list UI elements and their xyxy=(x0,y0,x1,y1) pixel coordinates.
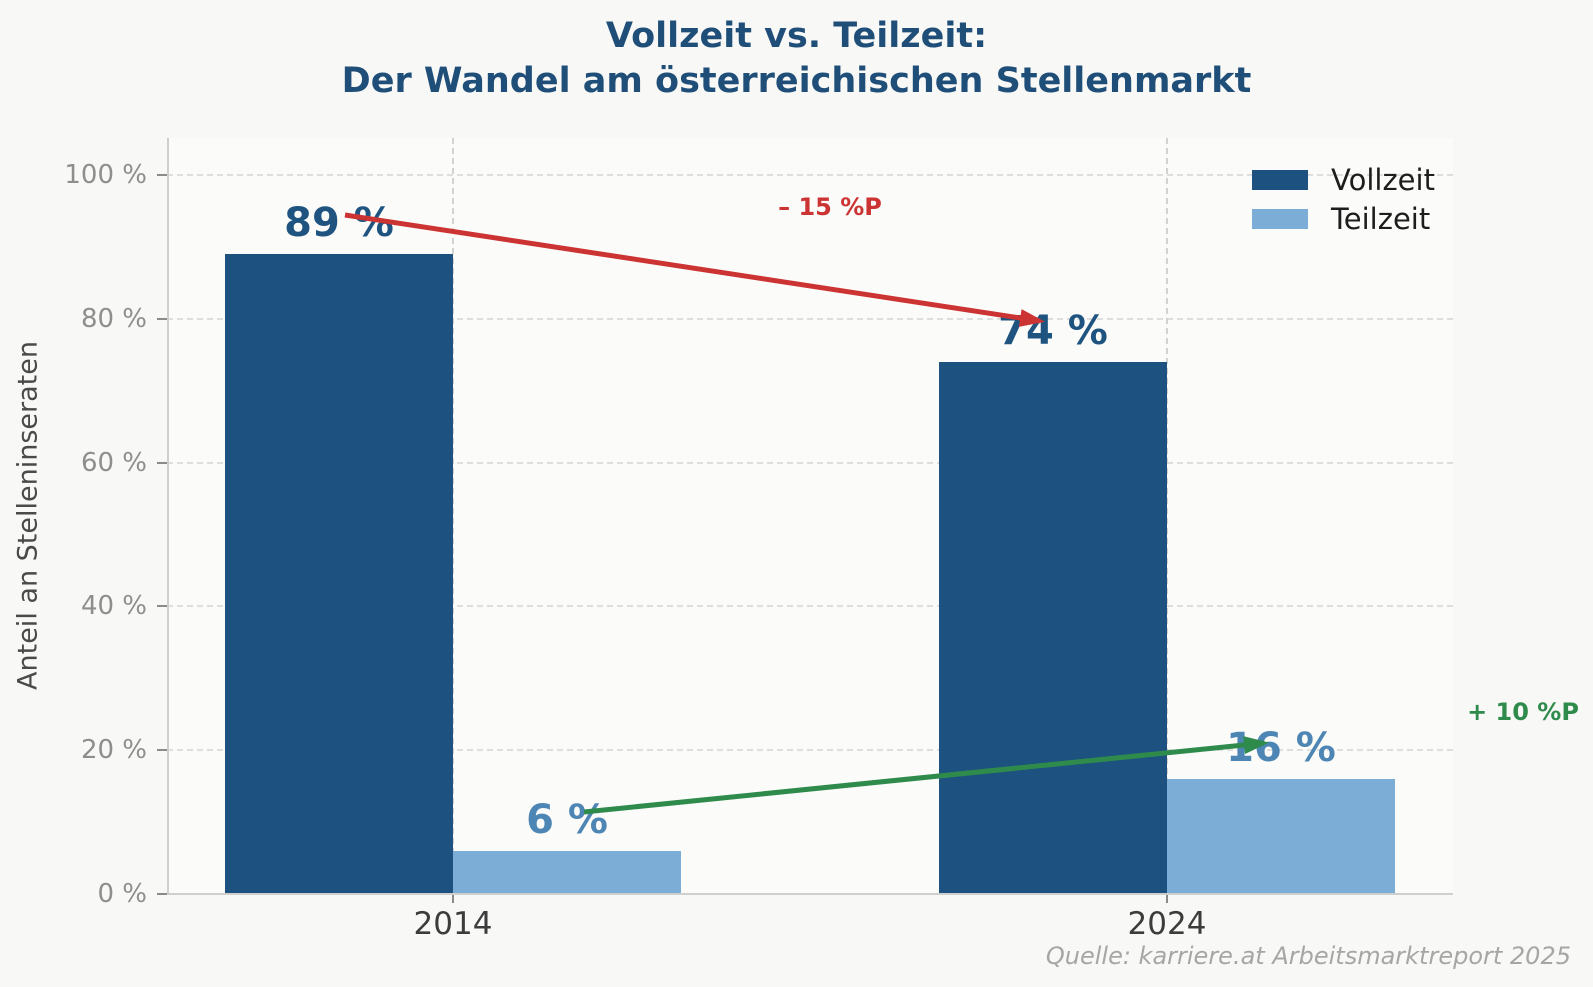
value-label-teilzeit-2024: 16 % xyxy=(1226,724,1336,771)
y-tick-80 xyxy=(157,317,167,320)
y-tick-0 xyxy=(157,893,167,895)
y-tick-20 xyxy=(157,749,167,752)
teilzeit-change-annotation: + 10 %P xyxy=(1467,698,1579,726)
x-tick-label-2024: 2024 xyxy=(1127,906,1207,942)
legend-label-teilzeit: Teilzeit xyxy=(1331,201,1431,236)
x-tick-2014 xyxy=(452,894,454,903)
y-tick-label-0: 0 % xyxy=(97,879,147,909)
legend-swatch-teilzeit xyxy=(1252,208,1308,229)
value-label-vollzeit-2014: 89 % xyxy=(284,200,394,247)
bar-teilzeit-2024 xyxy=(1167,778,1395,894)
y-axis-spine xyxy=(167,138,169,894)
vollzeit-change-annotation: – 15 %P xyxy=(778,193,882,221)
legend-item-vollzeit: Vollzeit xyxy=(1252,160,1435,199)
x-gridline-2024 xyxy=(1166,138,1168,894)
y-gridline-60 xyxy=(167,461,1453,464)
y-tick-label-80: 80 % xyxy=(80,303,147,334)
y-axis-title: Anteil an Stelleninseraten xyxy=(12,341,44,690)
bar-vollzeit-2024 xyxy=(939,361,1167,894)
y-gridline-100 xyxy=(167,174,1453,176)
y-tick-label-60: 60 % xyxy=(80,447,147,478)
y-tick-label-20: 20 % xyxy=(80,735,147,766)
bar-teilzeit-2014 xyxy=(453,850,681,894)
chart-title-line2: Der Wandel am österreichischen Stellenma… xyxy=(341,61,1252,101)
value-label-vollzeit-2024: 74 % xyxy=(998,307,1108,354)
x-axis-spine xyxy=(167,893,1453,895)
y-tick-100 xyxy=(157,174,167,176)
y-tick-60 xyxy=(157,461,167,464)
x-gridline-2014 xyxy=(452,138,454,894)
source-caption: Quelle: karriere.at Arbeitsmarktreport 2… xyxy=(1045,942,1571,970)
y-tick-40 xyxy=(157,605,167,608)
value-label-teilzeit-2014: 6 % xyxy=(526,796,608,843)
y-tick-label-40: 40 % xyxy=(80,591,147,622)
legend-label-vollzeit: Vollzeit xyxy=(1331,162,1435,197)
x-tick-label-2014: 2014 xyxy=(413,906,493,942)
legend-swatch-vollzeit xyxy=(1252,169,1308,190)
legend-item-teilzeit: Teilzeit xyxy=(1252,199,1435,238)
bar-vollzeit-2014 xyxy=(225,254,453,894)
chart-title: Vollzeit vs. Teilzeit: Der Wandel am öst… xyxy=(0,14,1593,104)
y-tick-label-100: 100 % xyxy=(64,160,147,190)
legend: Vollzeit Teilzeit xyxy=(1252,160,1435,238)
chart-title-line1: Vollzeit vs. Teilzeit: xyxy=(605,16,988,56)
x-tick-2024 xyxy=(1166,894,1168,903)
y-gridline-40 xyxy=(167,605,1453,608)
